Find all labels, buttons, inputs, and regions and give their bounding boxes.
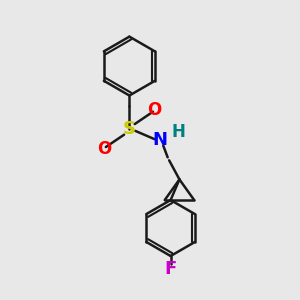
Text: O: O bbox=[97, 140, 112, 158]
Text: S: S bbox=[123, 120, 136, 138]
Text: N: N bbox=[153, 131, 168, 149]
Text: O: O bbox=[147, 101, 161, 119]
Text: F: F bbox=[164, 260, 177, 278]
Text: H: H bbox=[171, 123, 185, 141]
